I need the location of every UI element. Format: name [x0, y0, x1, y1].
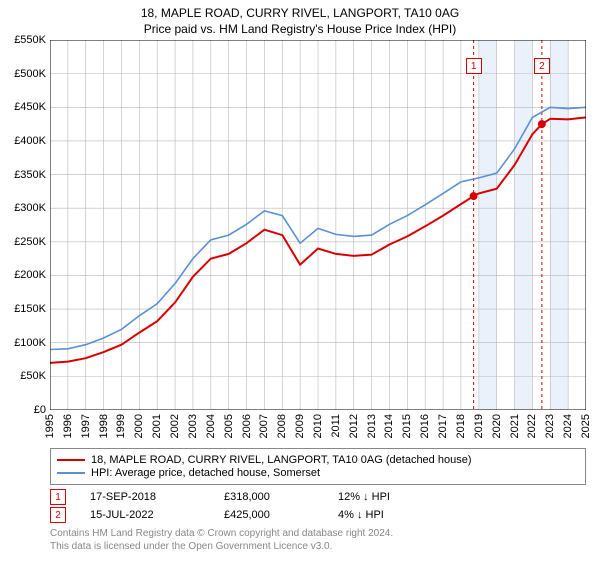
y-axis-label: £350K [14, 169, 46, 181]
marker-pct: 4% ↓ HPI [338, 509, 448, 521]
y-axis-label: £200K [14, 269, 46, 281]
x-axis-label: 2023 [544, 414, 556, 438]
chart-subtitle: Price paid vs. HM Land Registry's House … [0, 22, 600, 36]
x-axis-label: 1999 [115, 414, 127, 438]
marker-flag: 2 [534, 58, 550, 74]
chart-area: £0£50K£100K£150K£200K£250K£300K£350K£400… [50, 40, 586, 410]
x-axis-label: 2025 [580, 414, 592, 438]
y-axis-label: £300K [14, 202, 46, 214]
plot-svg [50, 40, 586, 410]
y-axis-label: £550K [14, 34, 46, 46]
x-axis-label: 2015 [401, 414, 413, 438]
footer-line2: This data is licensed under the Open Gov… [50, 540, 586, 553]
marker-price: £425,000 [224, 509, 314, 521]
chart-title: 18, MAPLE ROAD, CURRY RIVEL, LANGPORT, T… [0, 6, 600, 20]
x-axis-label: 2008 [276, 414, 288, 438]
y-axis-labels: £0£50K£100K£150K£200K£250K£300K£350K£400… [2, 40, 46, 410]
x-axis-label: 2019 [473, 414, 485, 438]
marker-row: 2 15-JUL-2022 £425,000 4% ↓ HPI [50, 507, 586, 523]
marker-number-box: 1 [50, 489, 66, 505]
legend-row: 18, MAPLE ROAD, CURRY RIVEL, LANGPORT, T… [57, 454, 579, 466]
x-axis-label: 2005 [223, 414, 235, 438]
x-axis-label: 2002 [169, 414, 181, 438]
x-axis-label: 2001 [151, 414, 163, 438]
legend-box: 18, MAPLE ROAD, CURRY RIVEL, LANGPORT, T… [50, 448, 586, 485]
x-axis-label: 2007 [258, 414, 270, 438]
y-axis-label: £400K [14, 135, 46, 147]
x-axis-label: 2011 [330, 414, 342, 438]
x-axis-labels: 1995199619971998199920002001200220032004… [50, 412, 586, 442]
chart-container: 18, MAPLE ROAD, CURRY RIVEL, LANGPORT, T… [0, 6, 600, 566]
x-axis-label: 2006 [241, 414, 253, 438]
legend-label: HPI: Average price, detached house, Some… [91, 467, 320, 479]
marker-table: 1 17-SEP-2018 £318,000 12% ↓ HPI 2 15-JUL-202… [50, 489, 586, 523]
y-axis-label: £250K [14, 236, 46, 248]
x-axis-label: 2010 [312, 414, 324, 438]
x-axis-label: 2012 [348, 414, 360, 438]
y-axis-label: £100K [14, 337, 46, 349]
x-axis-label: 2009 [294, 414, 306, 438]
x-axis-label: 2022 [526, 414, 538, 438]
marker-date: 15-JUL-2022 [90, 509, 200, 521]
x-axis-label: 1995 [44, 414, 56, 438]
x-axis-label: 2000 [133, 414, 145, 438]
marker-row: 1 17-SEP-2018 £318,000 12% ↓ HPI [50, 489, 586, 505]
x-axis-label: 2014 [383, 414, 395, 438]
x-axis-label: 2018 [455, 414, 467, 438]
y-axis-label: £500K [14, 68, 46, 80]
y-axis-label: £450K [14, 101, 46, 113]
x-axis-label: 2021 [509, 414, 521, 438]
footer: Contains HM Land Registry data © Crown c… [50, 527, 586, 553]
marker-number-box: 2 [50, 507, 66, 523]
x-axis-label: 1996 [62, 414, 74, 438]
marker-pct: 12% ↓ HPI [338, 491, 448, 503]
marker-flag: 1 [466, 58, 482, 74]
y-axis-label: £150K [14, 303, 46, 315]
legend-swatch [57, 472, 85, 474]
marker-date: 17-SEP-2018 [90, 491, 200, 503]
legend-swatch [57, 459, 85, 461]
x-axis-label: 2017 [437, 414, 449, 438]
x-axis-label: 2003 [187, 414, 199, 438]
y-axis-label: £50K [20, 370, 46, 382]
x-axis-label: 2024 [562, 414, 574, 438]
x-axis-label: 2013 [366, 414, 378, 438]
footer-line1: Contains HM Land Registry data © Crown c… [50, 527, 586, 540]
x-axis-label: 1997 [80, 414, 92, 438]
legend-label: 18, MAPLE ROAD, CURRY RIVEL, LANGPORT, T… [91, 454, 471, 466]
x-axis-label: 2004 [205, 414, 217, 438]
legend-row: HPI: Average price, detached house, Some… [57, 467, 579, 479]
marker-price: £318,000 [224, 491, 314, 503]
x-axis-label: 1998 [98, 414, 110, 438]
x-axis-label: 2016 [419, 414, 431, 438]
x-axis-label: 2020 [491, 414, 503, 438]
